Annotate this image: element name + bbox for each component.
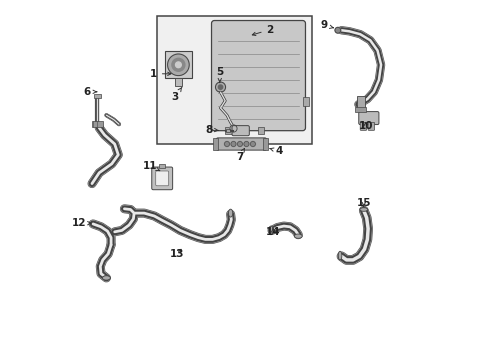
FancyBboxPatch shape [232,126,249,136]
Bar [355,107,366,112]
Circle shape [231,141,236,147]
Text: 10: 10 [358,121,373,131]
FancyBboxPatch shape [152,167,172,190]
Text: 5: 5 [216,67,223,82]
Ellipse shape [360,208,368,211]
FancyBboxPatch shape [368,122,374,130]
Circle shape [230,125,237,132]
Circle shape [224,141,229,147]
Ellipse shape [102,276,110,280]
Ellipse shape [102,276,110,280]
Bar [165,51,192,78]
Bar [225,127,232,134]
Text: 12: 12 [72,218,91,228]
Circle shape [172,58,185,71]
Text: 15: 15 [357,198,371,208]
Text: 6: 6 [84,87,97,97]
Text: 13: 13 [170,249,184,259]
Circle shape [219,85,222,89]
Bar [159,164,165,168]
Text: 9: 9 [320,20,333,30]
Ellipse shape [294,234,302,238]
Text: 11: 11 [143,161,160,171]
Bar [157,16,312,144]
Circle shape [335,27,341,33]
FancyBboxPatch shape [360,122,367,130]
Bar [357,96,365,108]
Text: 4: 4 [270,146,283,156]
Circle shape [250,141,255,147]
Bar [175,78,182,86]
Bar [226,129,230,132]
Circle shape [244,141,249,147]
Bar [92,121,103,127]
Text: 1: 1 [149,69,171,79]
Bar [303,97,309,106]
Ellipse shape [338,251,342,260]
Bar [213,138,218,150]
Bar [263,138,269,150]
Text: 7: 7 [236,148,245,162]
Circle shape [238,141,243,147]
Text: 3: 3 [171,87,182,102]
Circle shape [168,54,189,76]
Circle shape [216,82,225,92]
Text: 2: 2 [252,24,274,36]
Circle shape [175,62,181,68]
Text: 8: 8 [205,125,218,135]
Bar [94,94,101,98]
FancyBboxPatch shape [156,171,169,186]
Ellipse shape [269,226,273,235]
FancyBboxPatch shape [212,21,305,131]
FancyBboxPatch shape [359,112,379,125]
FancyBboxPatch shape [216,138,267,150]
Bar [258,127,264,134]
Text: 14: 14 [266,227,280,237]
Ellipse shape [228,209,233,217]
